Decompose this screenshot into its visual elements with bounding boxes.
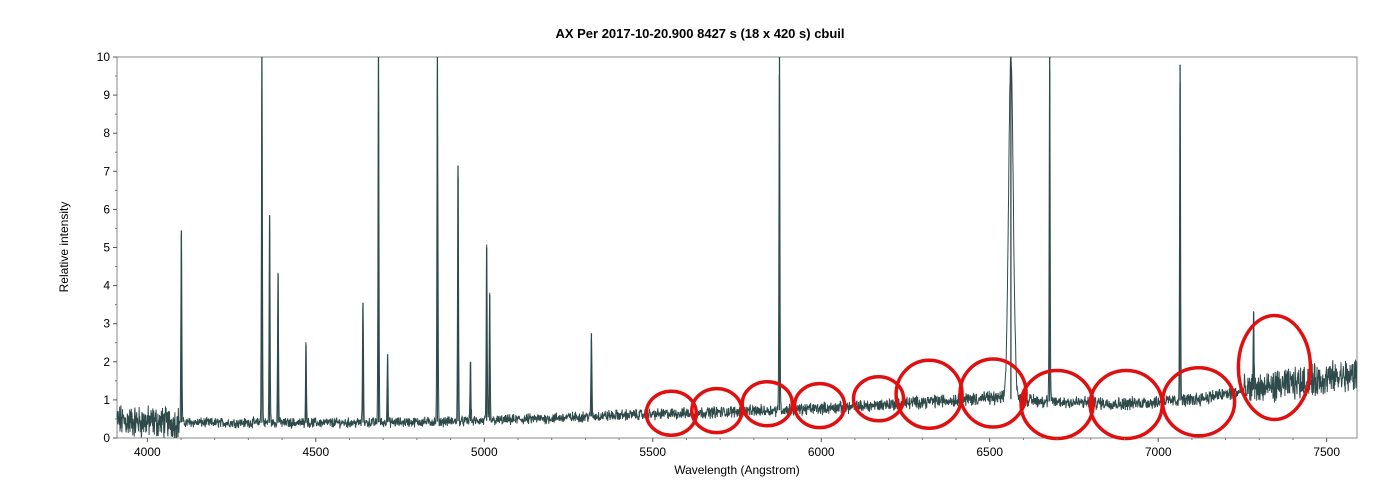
highlight-ellipse-5 [851,375,906,423]
highlight-ellipse-1 [644,389,699,437]
highlight-ellipse-10 [1160,366,1237,438]
y-tick-label-8: 8 [103,126,110,140]
y-tick-label-9: 9 [103,88,110,102]
highlight-ellipses [644,313,1313,441]
y-tick-label-7: 7 [103,164,110,178]
spectrum-line [116,56,1358,439]
y-tick-label-10: 10 [97,50,111,64]
highlight-ellipse-11 [1236,313,1313,422]
highlight-ellipse-3 [740,379,795,428]
y-axis-label: Relative intensity [57,202,71,293]
y-axis: 0 1 2 3 4 5 6 7 8 9 10 [97,50,117,445]
plot-area [116,56,1358,439]
highlight-ellipse-7 [958,357,1028,429]
y-tick-label-5: 5 [103,241,110,255]
x-tick-label-6500: 6500 [976,445,1003,459]
y-tick-label-1: 1 [103,393,110,407]
x-tick-label-4000: 4000 [134,445,161,459]
highlight-ellipse-6 [894,358,964,430]
x-tick-label-7000: 7000 [1145,445,1172,459]
y-tick-label-2: 2 [103,355,110,369]
y-tick-label-6: 6 [103,202,110,216]
x-axis: 4000 4500 5000 5500 6000 6500 7000 7500 [134,438,1340,459]
x-tick-label-6000: 6000 [808,445,835,459]
x-tick-label-5500: 5500 [639,445,666,459]
x-axis-label: Wavelength (Angstrom) [674,463,800,477]
y-tick-label-3: 3 [103,317,110,331]
y-tick-label-4: 4 [103,279,110,293]
highlight-ellipse-4 [792,381,847,430]
chart-title: AX Per 2017-10-20.900 8427 s (18 x 420 s… [555,26,844,41]
x-tick-label-7500: 7500 [1313,445,1340,459]
y-tick-label-0: 0 [103,431,110,445]
spectrum-series [116,56,1358,439]
x-tick-label-4500: 4500 [302,445,329,459]
x-tick-label-5000: 5000 [471,445,498,459]
